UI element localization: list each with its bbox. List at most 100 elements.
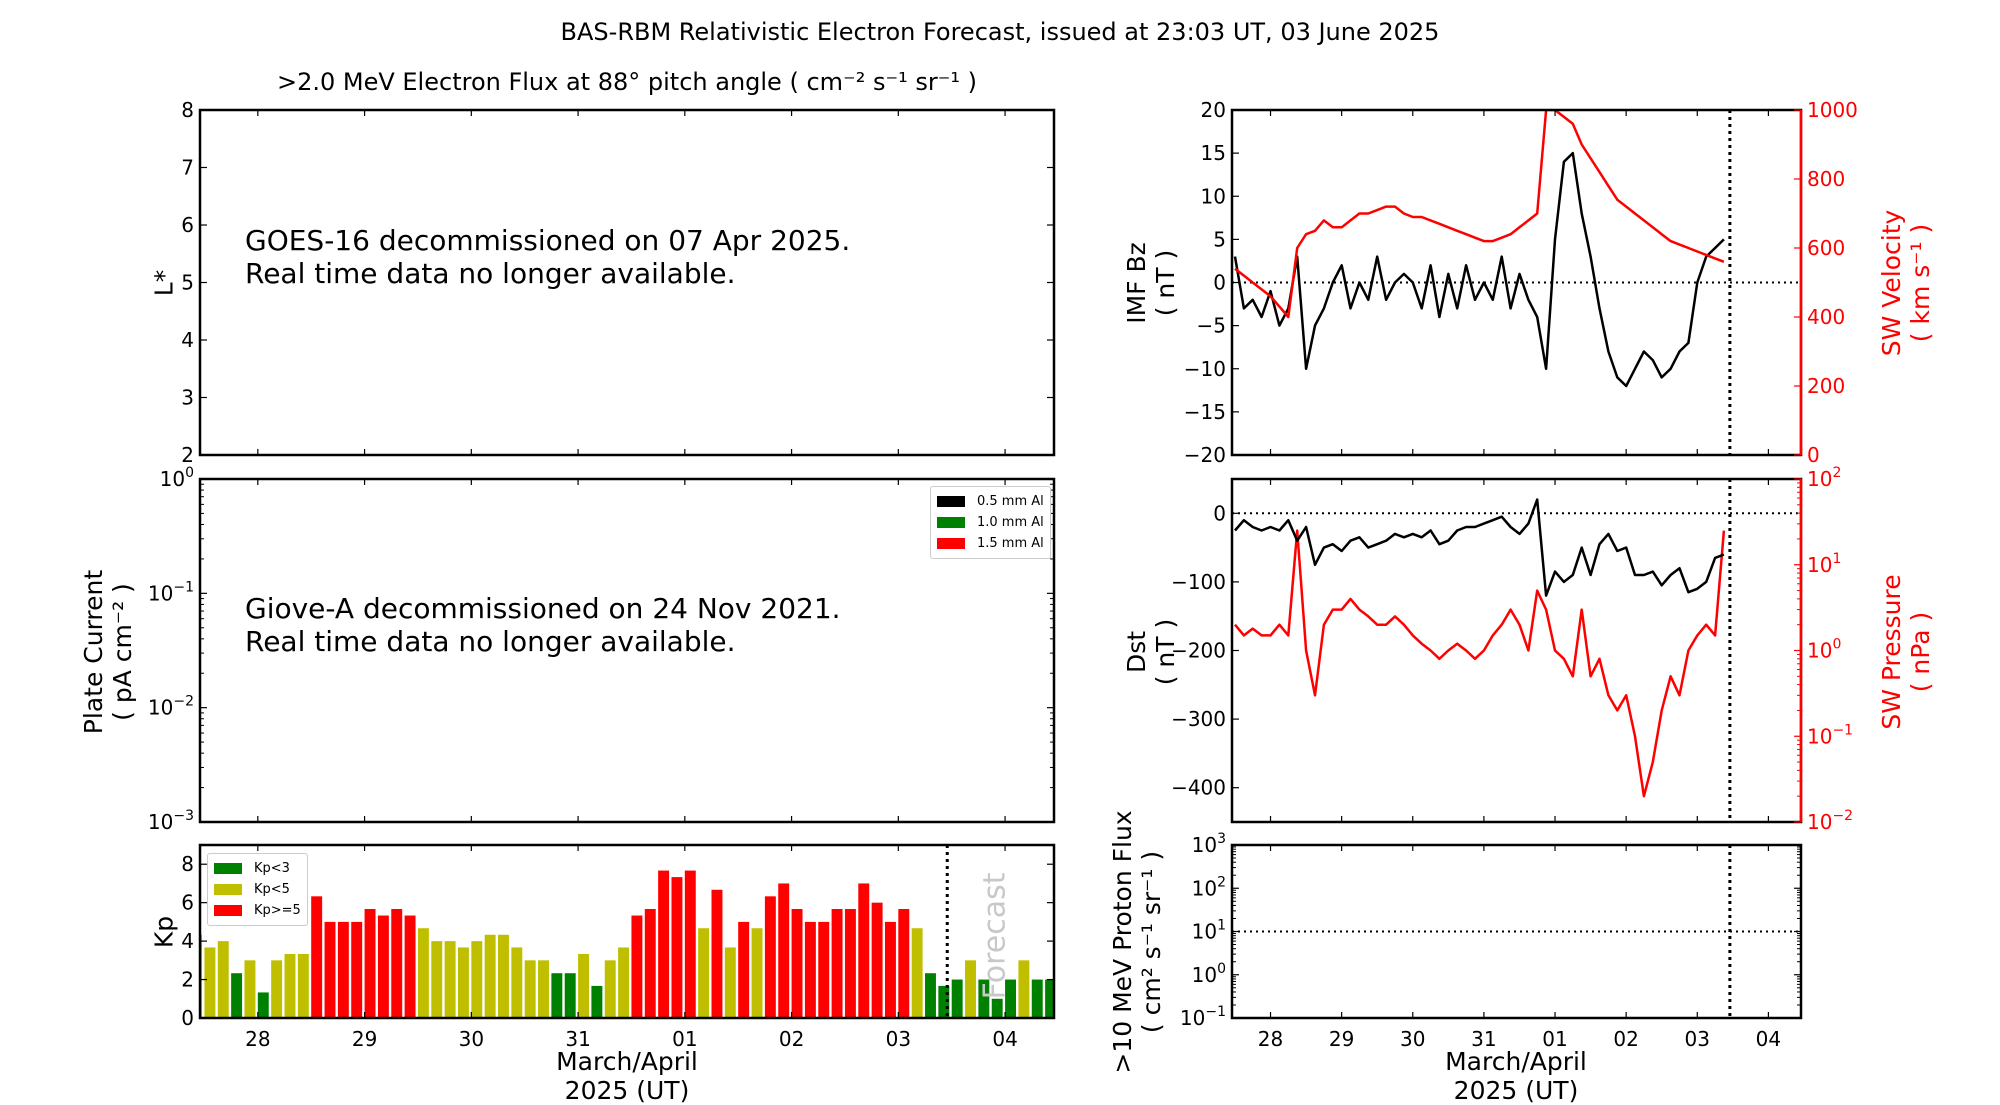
legend-swatch (214, 884, 242, 895)
y-tick-label: 10−1 (1180, 1004, 1226, 1030)
tick-base: 10 (148, 581, 173, 605)
plate-ylabel: Plate Current( pA cm⁻² ) (79, 569, 137, 735)
y-tick-label: 10−1 (1807, 722, 1853, 748)
tick-base: 10 (1192, 876, 1217, 900)
dst-line (1234, 498, 1725, 597)
tick-exponent: −2 (173, 694, 194, 710)
kp-bar (951, 979, 963, 1018)
kp-bar (1031, 979, 1043, 1018)
legend-swatch (937, 496, 965, 507)
kp-bar (364, 909, 376, 1018)
tick-base: 10 (1807, 553, 1832, 577)
tick-exponent: 0 (185, 465, 194, 481)
tick-exponent: 2 (1832, 465, 1841, 481)
kp-bar (1045, 979, 1054, 1018)
tick-base: 10 (1192, 833, 1217, 857)
x-tick-label: 31 (1471, 1027, 1496, 1051)
y-tick-label: 101 (1807, 551, 1841, 577)
x-tick-label: 04 (1756, 1027, 1781, 1051)
kp-bar (231, 973, 243, 1018)
kp-bar (698, 928, 710, 1018)
tick-base: 10 (160, 467, 185, 491)
dst-ylabel: Dst( nT ) (1122, 618, 1180, 686)
kp-bar (751, 928, 763, 1018)
bz-ylabel: IMF Bz( nT ) (1122, 242, 1180, 324)
tick-base: 10 (1192, 920, 1217, 944)
bz-velocity-panel-plot-area (1232, 110, 1801, 455)
y-tick-label: 10−3 (148, 808, 194, 834)
kp-bar (244, 960, 256, 1018)
kp-bar (978, 979, 990, 1018)
tick-exponent: 2 (1217, 874, 1226, 890)
kp-bar (311, 896, 323, 1018)
y-tick-label: 0 (1213, 271, 1226, 295)
kp-bar (337, 921, 349, 1018)
y-tick-label: 3 (181, 386, 194, 410)
x-tick-label: 31 (565, 1027, 590, 1051)
kp-bar (791, 909, 803, 1018)
legend-item: Kp<3 (214, 858, 301, 879)
kp-bar (818, 921, 830, 1018)
legend-swatch (937, 517, 965, 528)
y-tick-label: 103 (1192, 831, 1226, 857)
pressure-line (1234, 529, 1726, 798)
y-tick-label: 102 (1192, 874, 1226, 900)
kp-bar (524, 960, 536, 1018)
kp-bar (377, 915, 389, 1018)
tick-exponent: 1 (1217, 918, 1226, 934)
legend-label: Kp<3 (254, 861, 290, 876)
kp-bar (217, 941, 229, 1018)
y-tick-label: 15 (1201, 141, 1226, 165)
kp-bar (284, 953, 296, 1018)
x-tick-label: 03 (1685, 1027, 1710, 1051)
y-tick-label: −400 (1171, 776, 1226, 800)
figure-title: BAS-RBM Relativistic Electron Forecast, … (560, 18, 1440, 46)
legend-item: Kp<5 (214, 879, 301, 900)
x-tick-label: 29 (352, 1027, 377, 1051)
legend-label: 1.0 mm Al (977, 515, 1044, 530)
proton-flux-panel-plot-area (1232, 845, 1801, 1018)
kp-bar (884, 921, 896, 1018)
flux-panel: 2 3 4 5 6 7 8 (181, 98, 1056, 467)
x-tick-label: 03 (886, 1027, 911, 1051)
y-tick-label: 400 (1807, 305, 1845, 329)
goes-note-line1: GOES-16 decommissioned on 07 Apr 2025. (245, 224, 851, 257)
kp-bar (538, 960, 549, 1018)
goes-note-line2: Real time data no longer available. (245, 257, 736, 290)
pressure-ylabel: SW Pressure( nPa ) (1877, 574, 1935, 730)
y-tick-label: −20 (1184, 443, 1226, 467)
legend-swatch (937, 538, 965, 549)
y-tick-label: −300 (1171, 707, 1226, 731)
y-tick-label: 10−1 (148, 579, 194, 605)
tick-exponent: 0 (1217, 961, 1226, 977)
tick-base: 10 (1807, 724, 1832, 748)
kp-bar (871, 902, 883, 1018)
kp-bar (965, 960, 976, 1018)
y-tick-label: 4 (181, 929, 194, 953)
tick-base: 10 (148, 810, 173, 834)
y-tick-label: 102 (1807, 465, 1841, 491)
kp-bar (551, 973, 563, 1018)
flux-panel-title: >2.0 MeV Electron Flux at 88° pitch angl… (276, 68, 978, 96)
bz-line (1233, 151, 1725, 388)
kp-bar (804, 921, 816, 1018)
kp-bar (391, 909, 403, 1018)
tick-exponent: −1 (1205, 1004, 1226, 1020)
y-tick-label: 20 (1201, 98, 1226, 122)
y-tick-label: 600 (1807, 236, 1845, 260)
kp-bar (684, 870, 696, 1018)
kp-bar (257, 992, 269, 1018)
kp-bar (764, 896, 776, 1018)
legend-item: Kp>=5 (214, 900, 301, 921)
y-tick-label: 5 (1213, 227, 1226, 251)
y-tick-label: −10 (1184, 357, 1226, 381)
y-tick-label: 100 (1192, 961, 1226, 987)
y-tick-label: 0 (1213, 501, 1226, 525)
right-xlabel: March/April 2025 (UT) (1445, 1047, 1587, 1105)
axes-frame (198, 477, 1056, 824)
legend-label: Kp<5 (254, 882, 290, 897)
kp-bar (431, 941, 443, 1018)
